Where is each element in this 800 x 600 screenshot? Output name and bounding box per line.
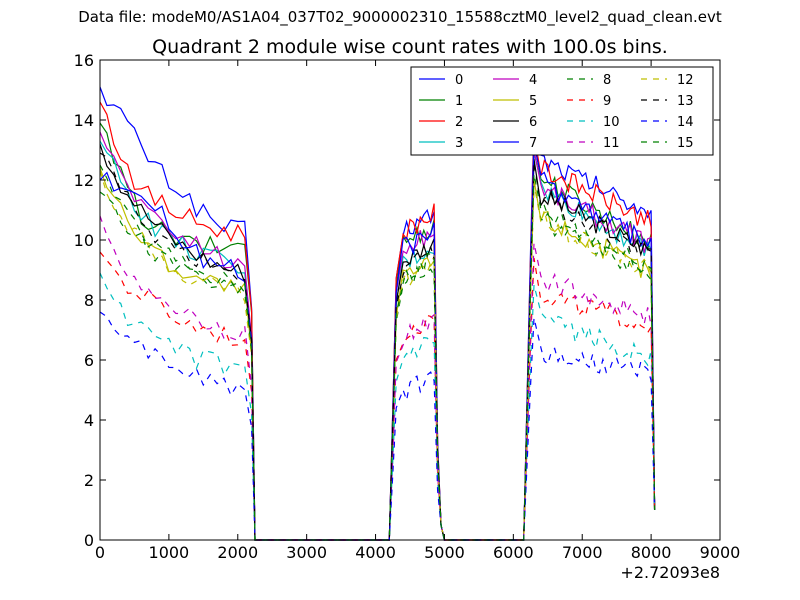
legend-label-6: 6: [529, 115, 537, 130]
legend-label-13: 13: [677, 94, 694, 109]
y-tick-label: 0: [84, 531, 94, 550]
x-tick-label: 5000: [424, 543, 465, 562]
x-tick-label: 7000: [562, 543, 603, 562]
x-tick-label: 3000: [286, 543, 327, 562]
series-line-15: [99, 164, 656, 541]
legend-label-14: 14: [677, 115, 694, 130]
y-tick-label: 2: [84, 471, 94, 490]
legend-label-11: 11: [603, 136, 620, 151]
legend-label-3: 3: [455, 136, 463, 151]
legend-label-9: 9: [603, 94, 611, 109]
legend-label-2: 2: [455, 115, 463, 130]
y-tick-label: 10: [74, 231, 94, 250]
legend-label-15: 15: [677, 136, 694, 151]
y-tick-label: 12: [74, 171, 94, 190]
legend-label-0: 0: [455, 73, 463, 88]
y-tick-label: 14: [74, 111, 94, 130]
legend-label-7: 7: [529, 136, 537, 151]
series-layer: [99, 86, 656, 541]
x-tick-label: 8000: [631, 543, 672, 562]
figure-suptitle: Data file: modeM0/AS1A04_037T02_90000023…: [78, 8, 722, 26]
legend-label-10: 10: [603, 115, 620, 130]
series-line-11: [99, 215, 656, 541]
y-tick-label: 16: [74, 51, 94, 70]
y-tick-label: 6: [84, 351, 94, 370]
legend-label-4: 4: [529, 73, 537, 88]
legend-label-5: 5: [529, 94, 537, 109]
x-tick-label: 0: [95, 543, 105, 562]
x-tick-label: 4000: [355, 543, 396, 562]
legend-label-1: 1: [455, 94, 463, 109]
series-line-8: [99, 182, 656, 541]
chart-title: Quadrant 2 module wise count rates with …: [152, 36, 668, 58]
x-tick-label: 1000: [149, 543, 190, 562]
y-tick-label: 4: [84, 411, 94, 430]
legend-label-8: 8: [603, 73, 611, 88]
x-tick-label: 9000: [700, 543, 741, 562]
legend-label-12: 12: [677, 73, 694, 88]
x-tick-label: 2000: [217, 543, 258, 562]
y-tick-label: 8: [84, 291, 94, 310]
legend-box: [410, 66, 714, 156]
x-offset-label: +2.72093e8: [620, 563, 720, 582]
series-line-9: [99, 251, 656, 541]
x-tick-label: 6000: [493, 543, 534, 562]
ticks-layer: 0 1000 2000 3000 4000 5000 6000 7000 8000 9000 0 2 4…: [74, 51, 741, 562]
